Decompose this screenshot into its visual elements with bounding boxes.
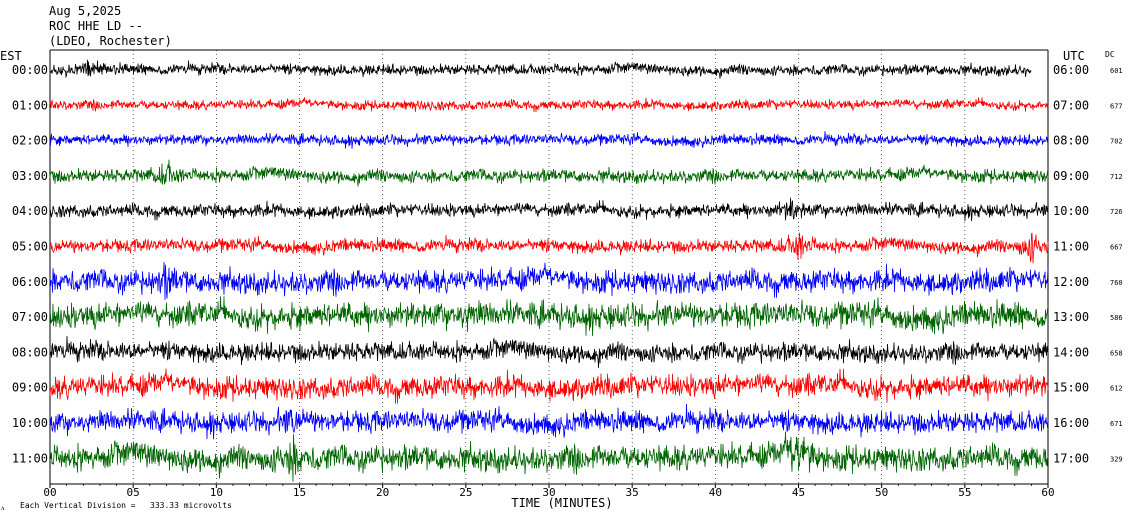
station-label: ROC HHE LD -- [49, 19, 143, 33]
seismic-trace-row [49, 335, 1049, 368]
scale-glyph: ᴧ [1, 504, 5, 512]
axis-labels: EST UTC DC TIME (MINUTES) ᴧ Each Vertica… [0, 49, 1123, 512]
est-hour-label: 10:00 [12, 416, 48, 430]
x-tick-label: 55 [958, 486, 971, 499]
x-tick-label: 00 [43, 486, 56, 499]
x-tick-label: 50 [875, 486, 888, 499]
est-hour-label: 03:00 [12, 169, 48, 183]
seismic-trace-row [49, 59, 1032, 79]
x-axis-title: TIME (MINUTES) [511, 496, 612, 510]
date-label: Aug 5,2025 [49, 4, 122, 18]
x-tick-label: 05 [127, 486, 140, 499]
seismic-trace-row [49, 159, 1049, 187]
x-tick-label: 15 [293, 486, 306, 499]
est-hour-label: 09:00 [12, 381, 48, 395]
x-tick-label: 25 [459, 486, 472, 499]
dc-value: 760 [1110, 279, 1123, 287]
est-hour-label: 02:00 [12, 134, 48, 148]
trace-rows [49, 59, 1049, 482]
scale-prefix: Each Vertical Division = [20, 501, 136, 510]
utc-hour-label: 07:00 [1053, 98, 1089, 112]
est-hour-label: 05:00 [12, 240, 48, 254]
network-label: (LDEO, Rochester) [49, 34, 172, 48]
dc-value: 702 [1110, 138, 1123, 146]
utc-hour-label: 08:00 [1053, 134, 1089, 148]
dc-value: 726 [1110, 208, 1123, 216]
dc-value: 658 [1110, 349, 1123, 357]
seismic-trace-row [49, 431, 1049, 482]
dc-value: 667 [1110, 244, 1123, 252]
seismic-trace-row [49, 368, 1049, 404]
x-tick-label: 35 [626, 486, 639, 499]
dc-value: 612 [1110, 385, 1123, 393]
utc-axis-title: UTC [1063, 49, 1085, 63]
x-tick-label: 10 [210, 486, 223, 499]
x-tick-label: 30 [542, 486, 555, 499]
x-tick-label: 60 [1041, 486, 1054, 499]
dc-value: 329 [1110, 455, 1123, 463]
scale-value: 333.33 microvolts [150, 501, 232, 510]
seismic-trace-row [49, 97, 1049, 113]
utc-hour-label: 12:00 [1053, 275, 1089, 289]
x-tick-label: 40 [709, 486, 722, 499]
dc-value: 601 [1110, 67, 1123, 75]
est-hour-label: 00:00 [12, 63, 48, 77]
utc-hour-label: 11:00 [1053, 240, 1089, 254]
utc-hour-label: 06:00 [1053, 63, 1089, 77]
est-hour-label: 06:00 [12, 275, 48, 289]
dc-value: 677 [1110, 102, 1123, 110]
seismic-trace-row [49, 131, 1049, 149]
dc-value: 712 [1110, 173, 1123, 181]
utc-hour-label: 13:00 [1053, 310, 1089, 324]
seismic-trace-row [49, 232, 1049, 264]
x-tick-label: 20 [376, 486, 389, 499]
seismic-trace-row [49, 296, 1049, 337]
x-tick-label: 45 [792, 486, 805, 499]
grid-lines [49, 49, 1049, 488]
utc-hour-label: 10:00 [1053, 204, 1089, 218]
est-hour-label: 04:00 [12, 204, 48, 218]
est-hour-label: 11:00 [12, 451, 48, 465]
utc-hour-label: 16:00 [1053, 416, 1089, 430]
utc-hour-label: 09:00 [1053, 169, 1089, 183]
est-axis-title: EST [0, 49, 22, 63]
dc-value: 586 [1110, 314, 1123, 322]
utc-hour-label: 17:00 [1053, 451, 1089, 465]
utc-hour-label: 14:00 [1053, 345, 1089, 359]
dc-column-title: DC [1105, 50, 1115, 59]
seismic-trace-row [49, 403, 1049, 440]
est-hour-label: 08:00 [12, 345, 48, 359]
est-hour-label: 01:00 [12, 98, 48, 112]
seismic-trace-row [49, 262, 1049, 300]
utc-hour-label: 15:00 [1053, 381, 1089, 395]
seismic-trace-row [49, 197, 1049, 222]
est-hour-label: 07:00 [12, 310, 48, 324]
dc-value: 671 [1110, 420, 1123, 428]
